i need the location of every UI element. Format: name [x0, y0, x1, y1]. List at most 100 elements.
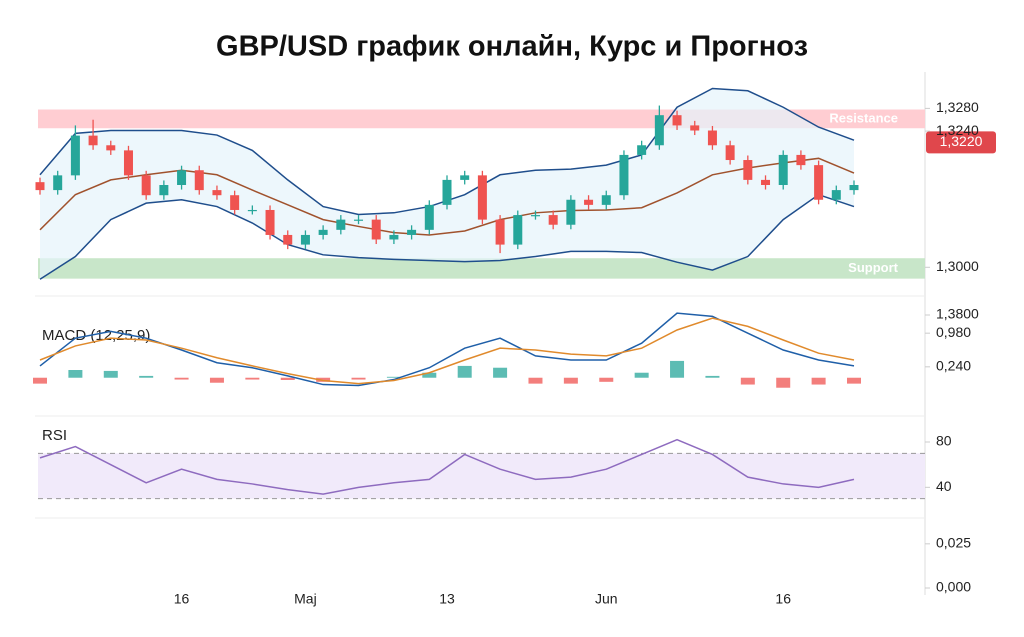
candle-body [548, 215, 558, 225]
last-price-badge [926, 131, 996, 154]
y-tick-label: 1,3000 [936, 258, 979, 274]
x-tick-label: Jun [595, 591, 618, 607]
candle-body [70, 135, 80, 176]
x-tick-label: Maj [294, 591, 317, 607]
histogram-bar [209, 377, 224, 383]
y-tick-label: 1,3800 [936, 306, 979, 322]
x-tick-label: 16 [775, 591, 791, 607]
candle-body [407, 229, 417, 235]
candle-body [619, 154, 629, 196]
candle-body [265, 209, 275, 235]
panel-title: RSI [42, 427, 67, 444]
candle-body [743, 160, 753, 180]
candle-body [53, 175, 63, 191]
histogram-bar [422, 372, 437, 378]
y-tick-label: 1,3240 [936, 122, 979, 138]
candle-body [106, 145, 116, 151]
histogram-bar [705, 375, 720, 378]
histogram-bar [139, 375, 154, 378]
rsi-line [39, 438, 855, 495]
histogram-bar [599, 377, 614, 382]
y-tick-label: 1,3280 [936, 99, 979, 115]
candle-body [725, 145, 735, 161]
candle-body [177, 170, 187, 185]
candle-body [336, 219, 346, 230]
candle-body [495, 219, 505, 245]
y-tick-label: 0,000 [936, 579, 971, 595]
candle-body [566, 199, 576, 225]
chart-title: GBP/USD график онлайн, Курс и Прогноз [216, 31, 808, 63]
panel-title: MACD (12,25,9) [42, 327, 150, 344]
histogram-bar [847, 377, 861, 384]
candle-body [796, 154, 806, 166]
candle-body [442, 179, 452, 205]
y-tick-label: 40 [936, 478, 952, 494]
candle-body [318, 229, 328, 235]
y-tick-label: 80 [936, 433, 952, 449]
candle-body [247, 209, 257, 212]
candle-body [530, 215, 540, 217]
candle-body [389, 234, 399, 240]
candle-body [35, 182, 45, 191]
histogram-bar [634, 372, 649, 378]
histogram-bar [33, 377, 47, 384]
candle-body [300, 234, 310, 245]
histogram-bar [351, 377, 366, 380]
histogram-bar [528, 377, 543, 384]
rsi-band [38, 453, 925, 499]
candle-body [354, 219, 364, 221]
candle-body [761, 179, 771, 185]
histogram-bar [563, 377, 578, 384]
macd-line [39, 317, 855, 385]
candle-body [672, 115, 682, 126]
band-line [39, 157, 855, 236]
candle-body [849, 185, 859, 191]
candle-body [88, 135, 98, 146]
candle-body [654, 115, 664, 146]
x-tick-label: 16 [174, 591, 190, 607]
candle-body [637, 145, 647, 155]
candle-body [194, 170, 204, 191]
x-tick-label: 13 [439, 591, 455, 607]
histogram-bar [68, 370, 83, 378]
histogram-bar [245, 377, 260, 380]
candle-body [690, 125, 700, 131]
candle-body [141, 175, 151, 196]
y-tick-label: 0,980 [936, 324, 971, 340]
candle-body [477, 175, 487, 220]
candle-body [831, 190, 841, 200]
histogram-bar [280, 377, 295, 380]
candle-body [707, 130, 717, 146]
last-price-label: 1,3220 [940, 133, 983, 149]
histogram-bar [457, 365, 472, 378]
histogram-bar [174, 377, 189, 380]
histogram-bar [740, 377, 755, 385]
zone-label: Support [848, 260, 898, 275]
histogram-bar [493, 367, 508, 378]
candle-body [513, 215, 523, 245]
candle-body [778, 154, 788, 185]
candle-body [584, 199, 594, 205]
histogram-bar [386, 376, 401, 378]
histogram-bar [811, 377, 826, 385]
candle-body [230, 195, 240, 210]
candle-body [424, 204, 434, 230]
candle-body [212, 190, 222, 196]
band-fill [40, 88, 854, 280]
histogram-bar [670, 360, 685, 378]
candle-body [123, 150, 133, 176]
candle-body [283, 234, 293, 245]
histogram-bar [103, 370, 118, 378]
candle-body [814, 165, 824, 200]
candle-body [460, 175, 470, 180]
band-line [39, 193, 855, 280]
candle-body [601, 195, 611, 205]
y-tick-label: 0,025 [936, 535, 971, 551]
zone-label: Resistance [829, 110, 898, 125]
histogram-bar [776, 377, 791, 388]
y-tick-label: 0,240 [936, 358, 971, 374]
candle-body [371, 219, 381, 240]
candle-body [159, 185, 169, 196]
